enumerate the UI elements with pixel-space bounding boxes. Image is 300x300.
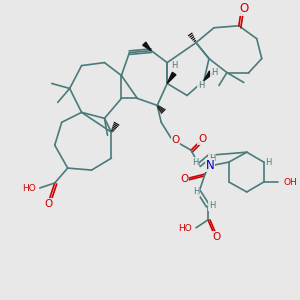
Text: H: H <box>211 68 217 77</box>
Text: H: H <box>192 158 198 166</box>
Polygon shape <box>204 71 213 80</box>
Text: O: O <box>171 135 179 145</box>
Text: O: O <box>213 232 221 242</box>
Text: OH: OH <box>284 178 297 187</box>
Text: H: H <box>171 61 177 70</box>
Text: O: O <box>180 174 188 184</box>
Text: H: H <box>266 158 272 166</box>
Text: O: O <box>45 199 53 209</box>
Text: N: N <box>206 159 214 172</box>
Text: HO: HO <box>22 184 36 194</box>
Text: O: O <box>198 134 206 144</box>
Text: O: O <box>239 2 248 15</box>
Polygon shape <box>143 42 151 51</box>
Polygon shape <box>167 72 176 83</box>
Text: H: H <box>193 188 199 196</box>
Text: H: H <box>209 201 215 210</box>
Text: HO: HO <box>178 224 192 233</box>
Text: H: H <box>198 81 204 90</box>
Text: H: H <box>209 154 215 163</box>
